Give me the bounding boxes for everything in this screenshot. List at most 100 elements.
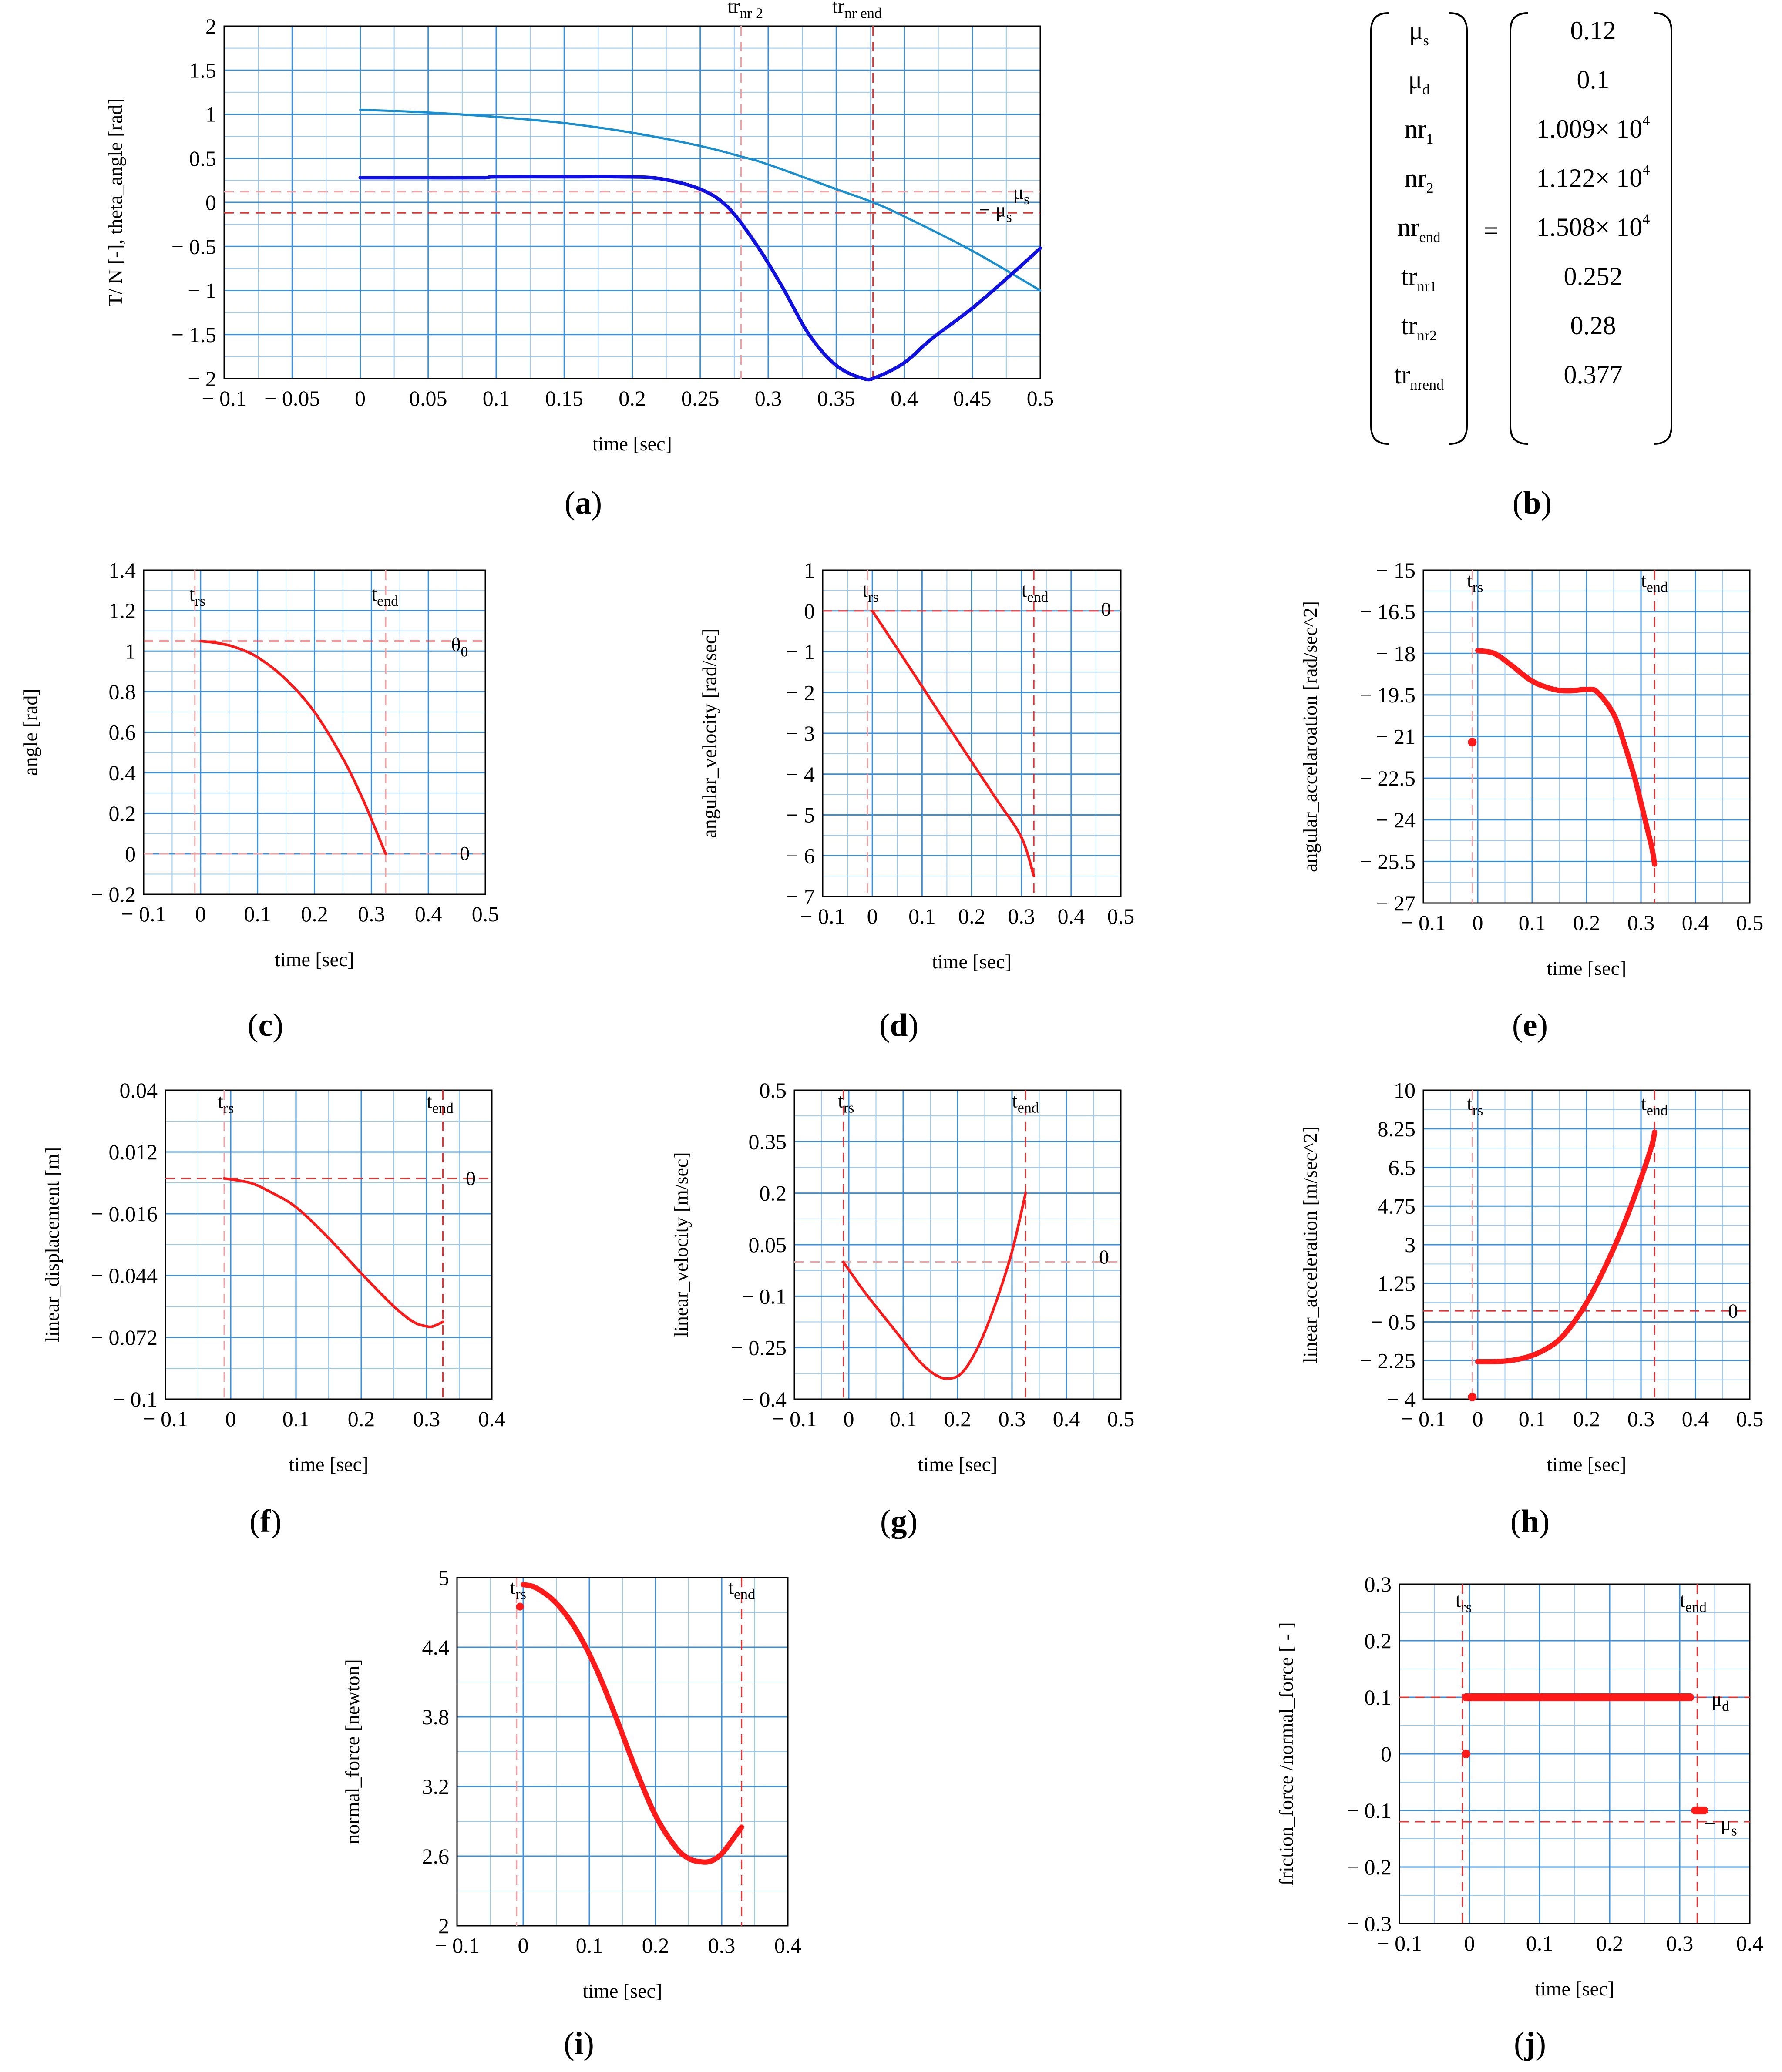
x-tick-label: 0.5 (472, 902, 499, 926)
y-tick-label: 0 (125, 842, 136, 866)
caption-h: (h) (1510, 1504, 1550, 1539)
x-tick-label: 0.2 (619, 386, 646, 410)
x-tick-label: 0.4 (478, 1407, 506, 1431)
annotation-label: 0 (1728, 1300, 1738, 1322)
matrix-row: trnrend 0.377 (1394, 360, 1623, 393)
y-tick-label: − 15 (1376, 558, 1416, 582)
x-tick-label: 0.5 (1736, 1407, 1764, 1431)
y-axis-label: angle [rad] (19, 688, 41, 776)
charts-layer: − 0.1− 0.05 0 0.05 0.1 0.15 0.2 0.25 0.3 0.35 0.4… (19, 0, 1763, 2062)
y-tick-label: − 1.5 (171, 322, 216, 347)
x-tick-label: 0.1 (1519, 1407, 1546, 1431)
plot-frame (223, 25, 1041, 379)
y-tick-label: 0 (205, 190, 216, 215)
y-tick-label: 2 (438, 1914, 449, 1938)
annotation-label: θ0 (451, 633, 468, 660)
chart-c: − 0.1 0 0.1 0.2 0.3 0.4 0.5 − 0.2 0 0.2 0.4 0.6 0.8 1… (19, 558, 499, 1043)
y-tick-label: 0.2 (109, 801, 136, 826)
annotation-label: 0 (460, 842, 470, 864)
matrix-row-value: 0.377 (1564, 360, 1623, 389)
x-tick-label: 0.05 (409, 386, 447, 410)
y-tick-label: 3 (1405, 1232, 1416, 1257)
x-tick-label: 0 (1473, 910, 1483, 935)
x-tick-label: − 0.1 (1401, 910, 1446, 935)
annotation-label: tend (1641, 569, 1668, 595)
x-axis-label: time [sec] (275, 948, 354, 971)
y-tick-label: 0.6 (109, 720, 136, 745)
x-tick-label: 0.3 (358, 902, 385, 926)
left-matrix-bracket-close (1449, 12, 1468, 445)
x-tick-label: − 0.1 (1377, 1931, 1422, 1955)
y-tick-label: − 0.016 (91, 1202, 158, 1226)
x-tick-label: − 0.05 (264, 386, 320, 410)
x-tick-label: 0.2 (1596, 1931, 1624, 1955)
x-tick-label: 0.2 (1573, 910, 1600, 935)
x-axis-label: time [sec] (1547, 957, 1627, 979)
annotation-label: tend (1022, 579, 1049, 605)
annotation-label: 0 (466, 1167, 476, 1189)
x-tick-label: 0.1 (282, 1407, 310, 1431)
matrix-row-value: 1.508× 104 (1537, 211, 1650, 242)
caption-g: (g) (880, 1504, 918, 1539)
x-tick-label: 0.1 (576, 1933, 603, 1958)
y-tick-label: − 16.5 (1360, 600, 1416, 624)
y-tick-label: − 0.5 (1371, 1310, 1416, 1334)
matrix-row-name: nrend (1397, 213, 1440, 245)
annotation-label: − μs (1704, 1813, 1737, 1839)
x-tick-label: 0.4 (891, 386, 918, 410)
y-tick-label: 1.2 (109, 598, 136, 623)
x-tick-label: 0.2 (642, 1933, 669, 1958)
x-tick-label: 0 (1464, 1931, 1475, 1955)
matrix-row-value: 0.1 (1577, 65, 1610, 94)
plot-frame (456, 1577, 789, 1927)
x-tick-label: 0.4 (1053, 1407, 1080, 1431)
y-tick-label: − 2.25 (1360, 1348, 1416, 1373)
annotation-label: trs (189, 583, 205, 609)
series-line-angle (199, 639, 387, 855)
x-tick-label: 0 (1473, 1407, 1483, 1431)
annotation-label: tend (427, 1090, 454, 1117)
plot-frame (822, 569, 1122, 897)
annotation-label: tend (1680, 1589, 1707, 1615)
x-tick-label: 0.5 (1107, 1407, 1135, 1431)
y-tick-label: 10 (1394, 1078, 1416, 1102)
y-axis-label: linear_velocity [m/sec] (670, 1152, 692, 1337)
y-tick-label: 1.4 (109, 558, 136, 582)
caption-a: (a) (565, 485, 602, 521)
x-axis-label: time [sec] (289, 1453, 369, 1475)
y-tick-label: − 4 (1387, 1387, 1416, 1411)
y-tick-label: 0.04 (120, 1078, 158, 1102)
x-tick-label: 0.4 (1736, 1931, 1764, 1955)
annotation-label: tend (1641, 1092, 1668, 1119)
x-tick-label: 0 (225, 1407, 236, 1431)
data-point (1461, 1750, 1470, 1758)
x-tick-label: 0.15 (545, 386, 584, 410)
x-tick-label: 0.3 (1627, 910, 1655, 935)
y-tick-label: − 1 (786, 640, 815, 664)
y-tick-label: 0.1 (1365, 1685, 1392, 1709)
annotation-label: tend (728, 1576, 755, 1602)
right-matrix-bracket-close (1654, 12, 1672, 445)
annotation-label: − μs (979, 198, 1012, 225)
matrix-row-name: trnr1 (1401, 262, 1437, 295)
annotation-label: trs (218, 1090, 234, 1117)
right-matrix-bracket-open (1510, 12, 1528, 445)
x-tick-label: 0.2 (944, 1407, 972, 1431)
y-tick-label: − 1 (188, 279, 216, 303)
series-line-linear-velocity (842, 1192, 1027, 1380)
x-tick-label: 0.45 (953, 386, 992, 410)
y-axis-label: angular_accelaroation [rad/sec^2] (1299, 601, 1321, 872)
plot-frame (1399, 1583, 1751, 1924)
data-point (1468, 738, 1477, 747)
x-tick-label: 0.3 (708, 1933, 736, 1958)
y-tick-label: 0.5 (760, 1078, 787, 1102)
x-tick-label: 0.3 (755, 386, 782, 410)
y-tick-label: 0.2 (1365, 1629, 1392, 1653)
y-tick-label: − 0.1 (113, 1387, 158, 1411)
x-tick-label: 0.25 (681, 386, 720, 410)
matrix-row: trnr1 0.252 (1401, 262, 1622, 295)
annotation-label: 0 (1101, 598, 1111, 620)
x-tick-label: 0 (518, 1933, 529, 1958)
annotation-label: trnr 2 (727, 0, 763, 22)
